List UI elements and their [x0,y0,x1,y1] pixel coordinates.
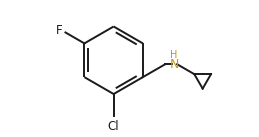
Text: N: N [169,58,179,71]
Text: Cl: Cl [108,120,119,133]
Text: F: F [56,24,63,37]
Text: H: H [170,50,178,60]
